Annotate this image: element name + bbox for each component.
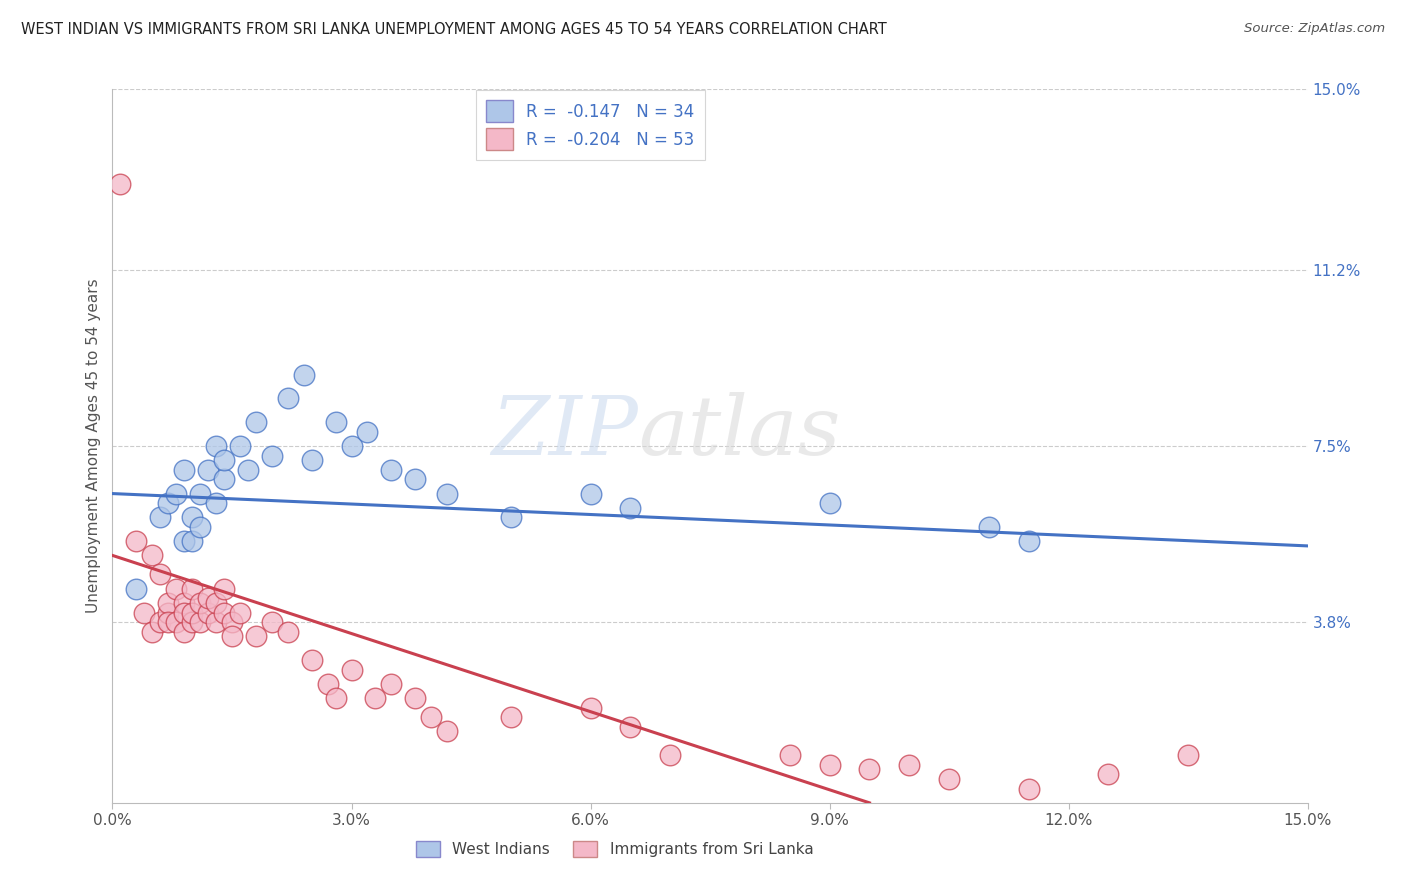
Point	[181, 510, 204, 524]
Point	[173, 596, 195, 610]
Point	[364, 691, 387, 706]
Point	[181, 534, 204, 549]
Point	[212, 582, 235, 596]
Point	[292, 368, 315, 382]
Point	[205, 496, 228, 510]
Point	[818, 496, 841, 510]
Point	[579, 700, 602, 714]
Point	[499, 710, 522, 724]
Point	[125, 534, 148, 549]
Point	[149, 510, 172, 524]
Point	[165, 615, 187, 629]
Point	[579, 486, 602, 500]
Point	[499, 510, 522, 524]
Point	[1018, 534, 1040, 549]
Point	[157, 496, 180, 510]
Point	[404, 472, 426, 486]
Point	[173, 463, 195, 477]
Text: WEST INDIAN VS IMMIGRANTS FROM SRI LANKA UNEMPLOYMENT AMONG AGES 45 TO 54 YEARS : WEST INDIAN VS IMMIGRANTS FROM SRI LANKA…	[21, 22, 887, 37]
Point	[436, 724, 458, 739]
Point	[659, 748, 682, 763]
Point	[340, 663, 363, 677]
Point	[325, 691, 347, 706]
Point	[260, 449, 283, 463]
Point	[197, 606, 219, 620]
Point	[212, 472, 235, 486]
Text: atlas: atlas	[638, 392, 841, 472]
Point	[173, 606, 195, 620]
Point	[197, 591, 219, 606]
Point	[380, 677, 402, 691]
Point	[221, 615, 243, 629]
Point	[157, 615, 180, 629]
Point	[898, 757, 921, 772]
Point	[420, 710, 443, 724]
Point	[141, 549, 163, 563]
Point	[938, 772, 960, 786]
Point	[301, 453, 323, 467]
Point	[356, 425, 378, 439]
Point	[340, 439, 363, 453]
Point	[205, 615, 228, 629]
Point	[181, 606, 204, 620]
Y-axis label: Unemployment Among Ages 45 to 54 years: Unemployment Among Ages 45 to 54 years	[86, 278, 101, 614]
Point	[165, 486, 187, 500]
Point	[301, 653, 323, 667]
Point	[977, 520, 1000, 534]
Point	[1177, 748, 1199, 763]
Point	[205, 596, 228, 610]
Point	[404, 691, 426, 706]
Point	[818, 757, 841, 772]
Point	[157, 606, 180, 620]
Point	[325, 415, 347, 429]
Point	[157, 596, 180, 610]
Point	[245, 415, 267, 429]
Point	[188, 486, 211, 500]
Point	[858, 763, 880, 777]
Point	[181, 582, 204, 596]
Point	[316, 677, 339, 691]
Point	[125, 582, 148, 596]
Point	[212, 606, 235, 620]
Point	[619, 500, 641, 515]
Point	[229, 606, 252, 620]
Point	[277, 624, 299, 639]
Point	[188, 615, 211, 629]
Point	[380, 463, 402, 477]
Point	[134, 606, 156, 620]
Point	[779, 748, 801, 763]
Point	[260, 615, 283, 629]
Point	[436, 486, 458, 500]
Text: Source: ZipAtlas.com: Source: ZipAtlas.com	[1244, 22, 1385, 36]
Point	[188, 596, 211, 610]
Point	[1097, 767, 1119, 781]
Point	[173, 534, 195, 549]
Point	[229, 439, 252, 453]
Point	[188, 520, 211, 534]
Point	[149, 615, 172, 629]
Point	[165, 582, 187, 596]
Point	[149, 567, 172, 582]
Point	[181, 615, 204, 629]
Legend: West Indians, Immigrants from Sri Lanka: West Indians, Immigrants from Sri Lanka	[409, 835, 820, 863]
Point	[110, 178, 132, 192]
Point	[197, 463, 219, 477]
Point	[277, 392, 299, 406]
Point	[245, 629, 267, 643]
Point	[236, 463, 259, 477]
Point	[619, 720, 641, 734]
Point	[173, 624, 195, 639]
Point	[221, 629, 243, 643]
Point	[141, 624, 163, 639]
Text: ZIP: ZIP	[492, 392, 638, 472]
Point	[205, 439, 228, 453]
Point	[1018, 781, 1040, 796]
Point	[212, 453, 235, 467]
